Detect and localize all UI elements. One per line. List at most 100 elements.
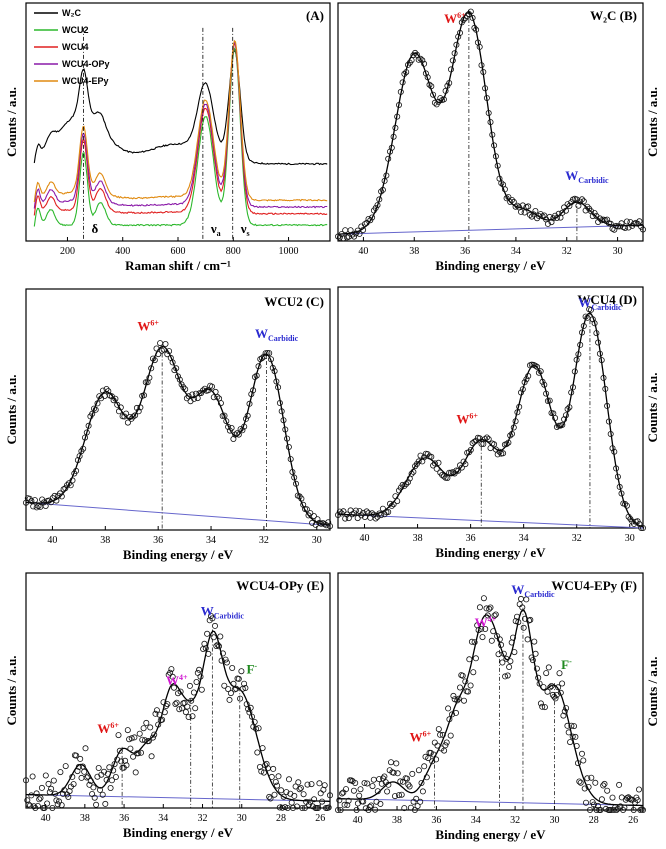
data-point [349, 231, 356, 238]
data-point [24, 797, 31, 804]
data-point [588, 306, 595, 313]
data-point [360, 798, 367, 805]
data-point [106, 764, 113, 771]
data-point [136, 730, 143, 737]
data-point [486, 605, 493, 612]
data-point [247, 704, 254, 711]
data-point [212, 388, 219, 395]
data-point [537, 700, 544, 707]
data-point [65, 480, 72, 487]
data-point [278, 787, 285, 794]
data-point [544, 220, 551, 227]
data-point [217, 633, 224, 640]
data-point [629, 222, 636, 229]
data-point [405, 781, 412, 788]
data-point [449, 57, 456, 64]
data-point [271, 791, 278, 798]
data-point [287, 456, 294, 463]
data-point [467, 446, 474, 453]
data-point [391, 793, 398, 800]
data-point [568, 722, 575, 729]
data-point [325, 519, 332, 526]
data-point [460, 697, 467, 704]
data-point [259, 745, 266, 752]
data-point [62, 485, 69, 492]
data-point [208, 383, 215, 390]
peak-label-w4: W4+ [166, 673, 188, 688]
data-point [182, 709, 189, 716]
data-point [487, 119, 494, 126]
data-point [118, 758, 125, 765]
data-point [395, 487, 402, 494]
data-point [543, 670, 550, 677]
data-point [365, 807, 372, 814]
x-axis-label: Binding energy / eV [435, 827, 546, 842]
data-point [602, 385, 609, 392]
data-point [395, 102, 402, 109]
data-point [140, 392, 147, 399]
data-point [132, 412, 139, 419]
data-point [171, 367, 178, 374]
data-point [625, 224, 632, 231]
data-point [173, 699, 180, 706]
data-point [588, 774, 595, 781]
data-point [504, 672, 511, 679]
data-point [83, 774, 90, 781]
data-point [462, 678, 469, 685]
x-tick-label: 400 [115, 246, 130, 257]
data-point [251, 373, 258, 380]
data-point [315, 805, 322, 812]
data-point [451, 50, 458, 57]
fit-envelope [338, 609, 643, 807]
data-point [571, 368, 578, 375]
data-point [146, 374, 153, 381]
data-point [434, 742, 441, 749]
data-point [369, 510, 376, 517]
data-point [587, 807, 594, 814]
data-point [430, 462, 437, 469]
data-point [194, 669, 201, 676]
data-point [507, 198, 514, 205]
data-point [340, 789, 347, 796]
data-point [640, 807, 647, 814]
data-point [508, 430, 515, 437]
data-point [275, 773, 282, 780]
x-tick-label: 32 [510, 815, 520, 826]
y-axis-label: Counts / a.u. [645, 87, 660, 157]
data-point [77, 755, 84, 762]
x-tick-label: 34 [158, 813, 168, 824]
data-point [564, 406, 571, 413]
data-point [305, 801, 312, 808]
data-point [275, 384, 282, 391]
data-point [48, 785, 55, 792]
data-point [353, 807, 360, 814]
data-point [490, 628, 497, 635]
peak-label-w6: W6+ [97, 721, 119, 736]
data-point [196, 666, 203, 673]
data-point [462, 14, 469, 21]
data-point [621, 804, 628, 811]
data-point [401, 70, 408, 77]
data-point [123, 762, 130, 769]
data-point [91, 405, 98, 412]
data-point [439, 731, 446, 738]
data-point [561, 204, 568, 211]
data-point [593, 330, 600, 337]
data-point [310, 513, 317, 520]
data-point [53, 797, 60, 804]
data-point [74, 768, 81, 775]
data-point [585, 784, 592, 791]
data-point [532, 207, 539, 214]
data-point [601, 780, 608, 787]
data-point [239, 427, 246, 434]
data-point [184, 703, 191, 710]
data-point [464, 688, 471, 695]
data-point [364, 780, 371, 787]
x-tick-label: 26 [628, 815, 638, 826]
panel-C: 40 38 36 34 32 30 Binding energy / eV Counts / … [4, 288, 333, 562]
data-point [344, 802, 351, 809]
data-point [314, 516, 321, 523]
data-point [164, 701, 171, 708]
data-point [91, 794, 98, 801]
data-point [360, 226, 367, 233]
